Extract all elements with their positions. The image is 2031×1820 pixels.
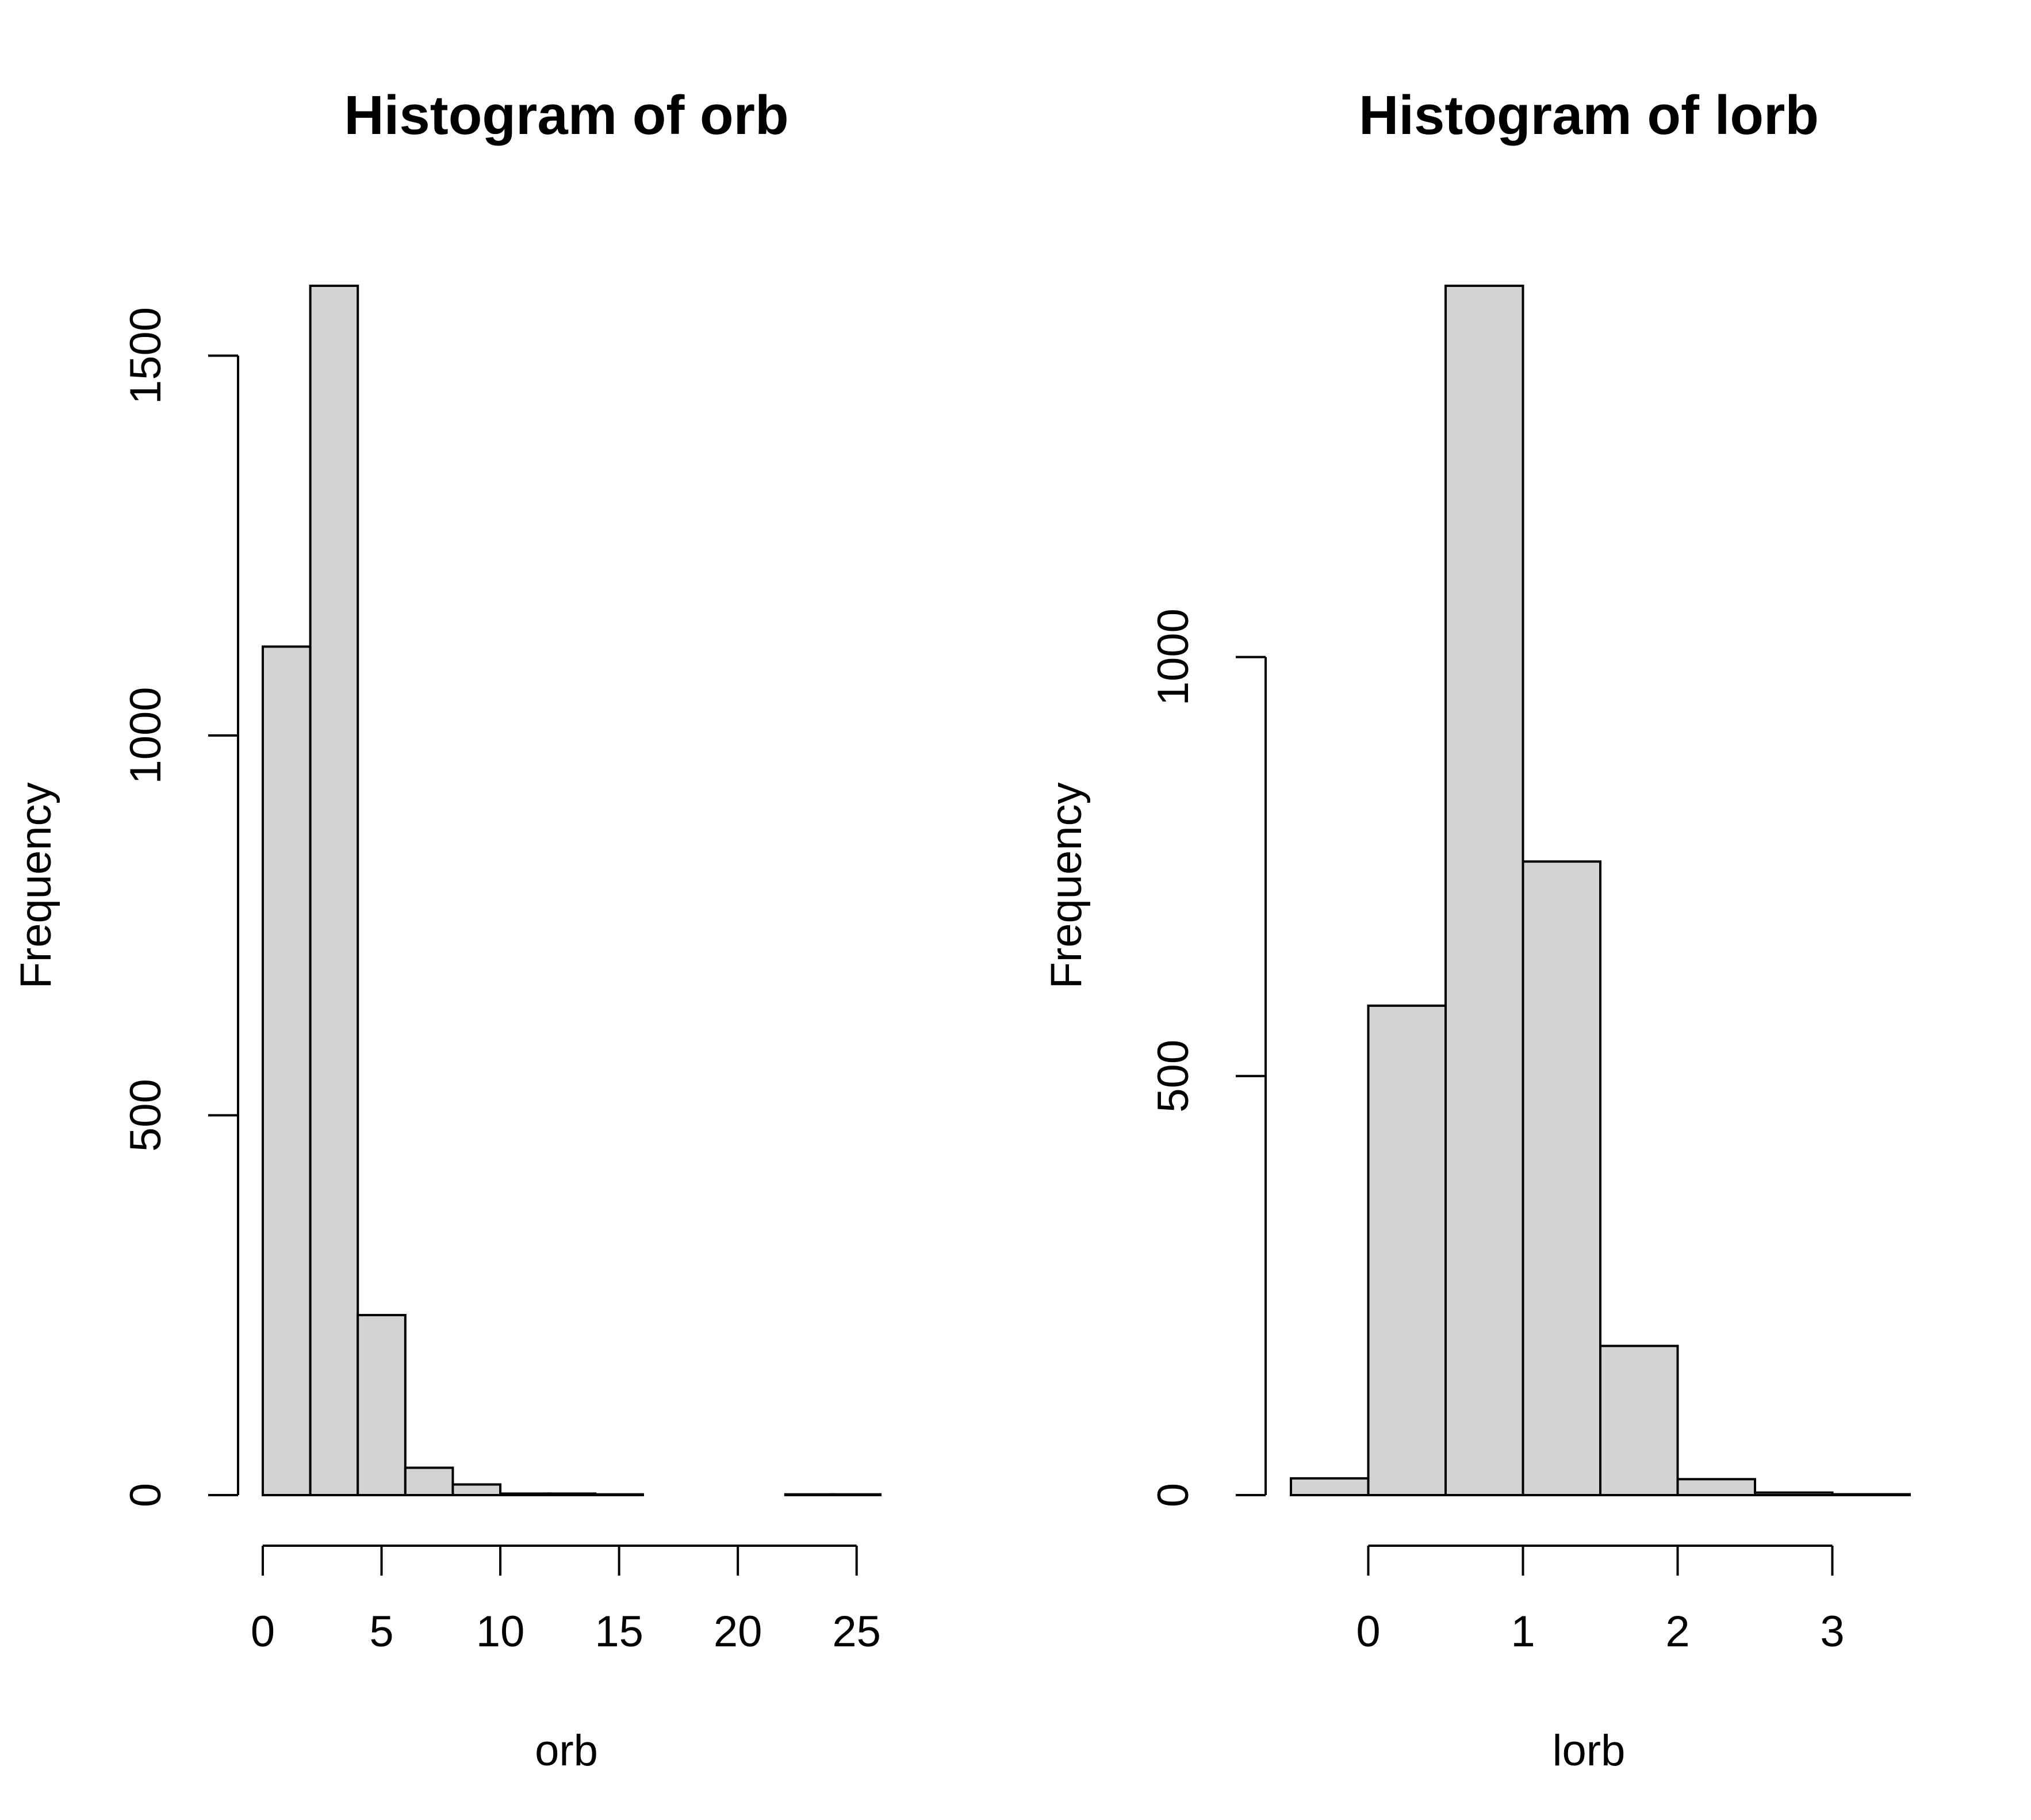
y-tick-label: 1000 [1149,608,1198,706]
y-axis-label: Frequency [1042,782,1091,988]
histogram-bar [262,645,312,1496]
histogram-bar [499,1492,549,1497]
x-tick-label: 0 [251,1607,275,1656]
histogram-bar [404,1466,454,1497]
chart-title: Histogram of lorb [1359,85,1819,146]
bars-group [262,285,882,1497]
y-tick-label: 500 [1149,1040,1198,1113]
y-axis-label: Frequency [12,782,60,988]
histogram-bar [357,1313,407,1496]
x-tick-label: 1 [1511,1607,1535,1656]
x-tick-label: 10 [476,1607,525,1656]
x-tick-label: 2 [1665,1607,1689,1656]
histogram-bar [1444,285,1524,1496]
y-axis: 0 500 1000 1500 [121,307,239,1507]
bars-group [1290,285,1911,1497]
histogram-bar [1754,1491,1834,1497]
x-tick-label: 3 [1820,1607,1844,1656]
x-tick-label: 15 [595,1607,643,1656]
x-axis: 0 5 10 15 20 25 [251,1545,881,1656]
x-tick-label: 20 [714,1607,762,1656]
histogram-bar [1290,1477,1370,1496]
histogram-lorb-panel: Histogram of lorb lorb Frequency 0500100… [1042,85,1911,1775]
y-tick-label: 500 [121,1079,170,1152]
y-axis: 0 500 1000 [1149,608,1267,1507]
y-tick-label: 0 [121,1483,170,1507]
x-axis-label: lorb [1553,1726,1626,1775]
histogram-bar [1522,860,1601,1496]
y-tick-label: 1000 [121,687,170,784]
histogram-bar [1676,1478,1756,1497]
x-axis: 0 1 2 3 [1356,1545,1845,1656]
histogram-orb-panel: Histogram of orb orb Frequency 0 500 1000 1… [12,85,882,1775]
histogram-bar [546,1492,597,1497]
histogram-bar [1599,1344,1679,1496]
histogram-bar [451,1483,502,1497]
histogram-bar [1367,1004,1447,1496]
y-tick-label: 1500 [121,307,170,404]
x-tick-label: 0 [1356,1607,1380,1656]
x-tick-label: 25 [832,1607,881,1656]
x-axis-label: orb [535,1726,598,1775]
chart-title: Histogram of orb [344,85,788,146]
y-tick-label: 0 [1149,1483,1198,1507]
x-tick-label: 5 [369,1607,393,1656]
histogram-bar [309,285,359,1496]
